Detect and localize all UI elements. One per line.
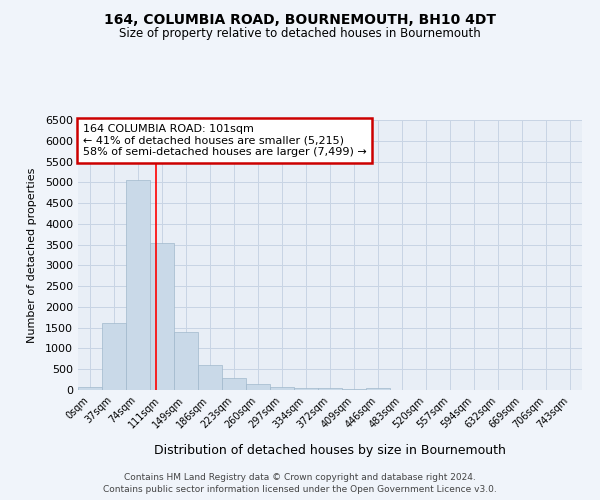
- Text: Contains public sector information licensed under the Open Government Licence v3: Contains public sector information licen…: [103, 485, 497, 494]
- Text: Size of property relative to detached houses in Bournemouth: Size of property relative to detached ho…: [119, 28, 481, 40]
- X-axis label: Distribution of detached houses by size in Bournemouth: Distribution of detached houses by size …: [154, 444, 506, 457]
- Bar: [318, 388, 342, 390]
- Bar: [150, 242, 174, 390]
- Y-axis label: Number of detached properties: Number of detached properties: [26, 168, 37, 342]
- Bar: [102, 322, 126, 390]
- Bar: [126, 180, 150, 390]
- Bar: [246, 384, 270, 390]
- Bar: [174, 332, 198, 390]
- Bar: [222, 378, 246, 390]
- Bar: [342, 389, 366, 390]
- Bar: [270, 386, 294, 390]
- Text: 164 COLUMBIA ROAD: 101sqm
← 41% of detached houses are smaller (5,215)
58% of se: 164 COLUMBIA ROAD: 101sqm ← 41% of detac…: [83, 124, 367, 157]
- Bar: [78, 387, 102, 390]
- Text: Contains HM Land Registry data © Crown copyright and database right 2024.: Contains HM Land Registry data © Crown c…: [124, 472, 476, 482]
- Bar: [294, 388, 318, 390]
- Bar: [366, 388, 390, 390]
- Text: 164, COLUMBIA ROAD, BOURNEMOUTH, BH10 4DT: 164, COLUMBIA ROAD, BOURNEMOUTH, BH10 4D…: [104, 12, 496, 26]
- Bar: [198, 364, 222, 390]
